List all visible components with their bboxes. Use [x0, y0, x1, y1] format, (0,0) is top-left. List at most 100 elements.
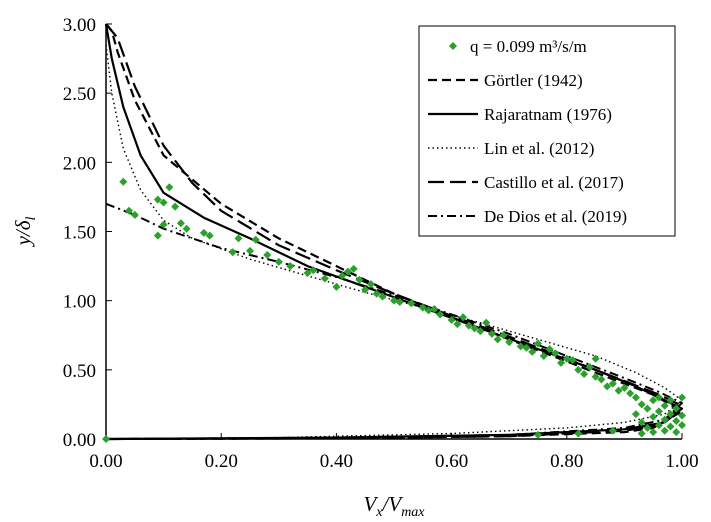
- legend-item: Lin et al. (2012): [428, 139, 594, 158]
- data-point: [418, 303, 427, 312]
- data-point: [343, 267, 352, 276]
- data-point: [349, 264, 358, 273]
- y-tick-label: 3.00: [63, 15, 96, 36]
- data-point: [557, 358, 566, 367]
- y-tick-label: 0.50: [63, 361, 96, 382]
- data-point: [678, 421, 686, 430]
- data-point: [395, 298, 404, 307]
- data-point: [534, 430, 542, 439]
- data-point: [130, 210, 139, 219]
- legend-label: Görtler (1942): [484, 71, 583, 90]
- data-point: [551, 349, 560, 358]
- data-point: [574, 429, 583, 438]
- data-point: [430, 304, 439, 313]
- data-point: [228, 248, 237, 257]
- data-point: [320, 274, 329, 283]
- data-point: [436, 310, 445, 319]
- legend-marker: [449, 42, 457, 50]
- data-point: [585, 363, 594, 372]
- data-point: [251, 235, 260, 244]
- data-point: [464, 321, 473, 330]
- data-point: [390, 296, 398, 305]
- data-point: [447, 316, 456, 325]
- data-point: [637, 418, 646, 427]
- data-point: [672, 417, 681, 426]
- data-point: [516, 342, 525, 351]
- data-point: [631, 393, 640, 402]
- data-point: [459, 313, 468, 322]
- data-point: [125, 206, 134, 215]
- data-point: [378, 292, 387, 301]
- data-point: [286, 262, 295, 271]
- data-point: [407, 299, 416, 308]
- data-point: [470, 324, 479, 333]
- data-point: [660, 415, 669, 424]
- data-point: [487, 329, 496, 338]
- data-point: [309, 266, 318, 275]
- data-point: [159, 198, 168, 207]
- data-point: [608, 426, 617, 435]
- data-point: [493, 335, 502, 344]
- data-point: [199, 228, 208, 237]
- legend: q = 0.099 m³/s/m Görtler (1942) Rajaratnam…: [418, 25, 676, 237]
- data-point: [614, 386, 623, 395]
- data-point: [476, 327, 485, 336]
- y-tick-label: 0.00: [63, 430, 96, 451]
- legend-label: Rajaratnam (1976): [484, 105, 612, 124]
- data-point: [591, 372, 600, 381]
- x-tick-label: 0.80: [550, 451, 583, 472]
- data-point: [643, 423, 652, 432]
- data-point: [338, 271, 347, 280]
- data-point: [666, 422, 675, 431]
- y-tick-label: 2.00: [63, 153, 96, 174]
- data-point: [366, 280, 375, 289]
- data-point: [159, 220, 168, 229]
- data-point: [643, 404, 652, 413]
- data-point: [176, 219, 185, 228]
- data-point: [332, 282, 341, 291]
- curve-castillo: [105, 23, 684, 441]
- y-tick-label: 2.50: [63, 84, 96, 105]
- data-point: [153, 195, 162, 204]
- legend-box: [418, 25, 676, 237]
- data-point: [505, 338, 514, 347]
- data-point: [562, 354, 571, 363]
- data-point: [608, 379, 617, 388]
- data-point: [637, 400, 646, 409]
- data-point: [499, 331, 508, 340]
- data-point: [205, 231, 214, 240]
- data-point: [361, 285, 370, 294]
- curve-dedios: [105, 202, 683, 440]
- x-tick-label: 0.20: [205, 451, 238, 472]
- legend-item: Castillo et al. (2017): [428, 173, 624, 192]
- data-point: [660, 426, 669, 435]
- data-point: [574, 365, 583, 374]
- data-point: [654, 421, 663, 430]
- data-point: [355, 275, 364, 284]
- data-point: [580, 369, 589, 378]
- data-point: [649, 412, 658, 421]
- data-point: [654, 407, 663, 416]
- data-points: [102, 177, 686, 443]
- data-point: [171, 202, 180, 211]
- legend-item: Rajaratnam (1976): [428, 105, 612, 124]
- data-point: [102, 435, 110, 443]
- data-point: [597, 375, 606, 384]
- data-point: [666, 410, 675, 419]
- data-point: [453, 320, 462, 329]
- data-point: [528, 347, 537, 356]
- data-point: [678, 411, 686, 420]
- x-axis-title: Vx/Vmax: [363, 492, 425, 520]
- data-point: [246, 246, 254, 255]
- data-point: [274, 257, 283, 266]
- data-point: [626, 389, 635, 398]
- data-point: [424, 306, 433, 315]
- y-tick-label: 1.00: [63, 292, 96, 313]
- data-point: [119, 177, 128, 186]
- data-point: [660, 401, 669, 410]
- x-tick-label: 0.60: [435, 451, 468, 472]
- data-point: [649, 428, 658, 437]
- legend-item: De Dios et al. (2019): [428, 207, 627, 226]
- data-point: [545, 345, 554, 354]
